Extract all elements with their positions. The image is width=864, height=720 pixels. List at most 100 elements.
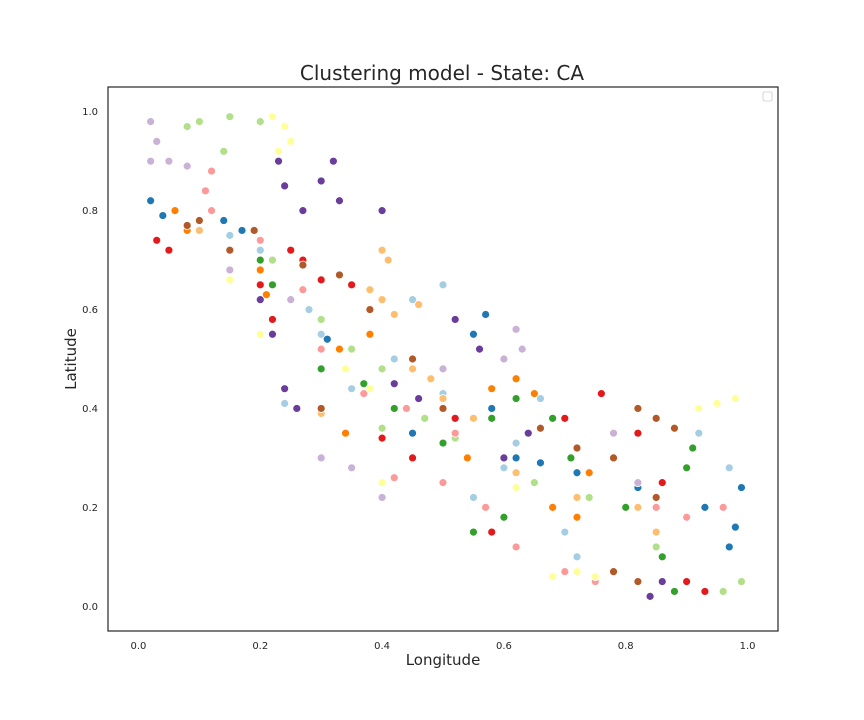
scatter-point [682, 512, 692, 522]
scatter-point [182, 161, 192, 171]
scatter-point [365, 285, 375, 295]
scatter-point [670, 423, 679, 433]
scatter-point [377, 423, 387, 433]
scatter-point [584, 493, 594, 502]
scatter-point [688, 443, 698, 453]
scatter-point [359, 389, 369, 399]
legend-box [762, 91, 773, 102]
scatter-point [596, 389, 606, 399]
scatter-point [286, 295, 296, 305]
y-tick-label: 0.4 [82, 404, 98, 415]
y-axis-label: Latitude [62, 328, 80, 390]
scatter-point [536, 423, 545, 433]
scatter-point [170, 206, 180, 216]
y-tick-label: 0.0 [82, 602, 98, 613]
x-tick-label: 0.2 [252, 641, 268, 652]
scatter-point [268, 280, 277, 290]
scatter-point [286, 136, 296, 146]
scatter-point [328, 156, 338, 166]
scatter-point [572, 468, 582, 478]
scatter-point [164, 156, 174, 166]
scatter-point [316, 344, 326, 354]
scatter-point [377, 493, 387, 502]
scatter-point [657, 577, 667, 586]
scatter-point [316, 453, 326, 463]
x-tick-label: 1.0 [740, 641, 756, 652]
x-tick-label: 0.4 [374, 641, 390, 652]
scatter-point [438, 438, 448, 448]
scatter-point [316, 404, 326, 413]
scatter-point [450, 428, 460, 438]
scatter-point [335, 344, 344, 354]
scatter-point [377, 433, 387, 443]
scatter-point [341, 428, 350, 438]
scatter-point [377, 245, 387, 255]
scatter-point [651, 413, 661, 423]
scatter-point [408, 428, 417, 438]
scatter-point [469, 413, 478, 423]
scatter-point [511, 438, 521, 448]
scatter-point [207, 166, 216, 176]
scatter-point [633, 577, 643, 586]
scatter-point [298, 206, 308, 216]
scatter-point [414, 394, 424, 403]
scatter-point [408, 453, 417, 463]
scatter-point [408, 295, 417, 305]
scatter-point [261, 290, 271, 300]
scatter-point [365, 384, 375, 394]
scatter-point [298, 260, 308, 270]
scatter-point [450, 413, 460, 423]
scatter-point [438, 478, 448, 488]
scatter-point [609, 428, 618, 438]
scatter-point [590, 572, 600, 581]
scatter-point [365, 329, 375, 339]
scatter-point [316, 275, 326, 285]
scatter-points [146, 112, 746, 601]
scatter-point [347, 280, 357, 290]
scatter-point [511, 394, 521, 403]
scatter-point [584, 468, 594, 478]
scatter-point [158, 211, 168, 220]
scatter-point [724, 463, 734, 473]
scatter-point [469, 527, 478, 537]
scatter-point [609, 567, 618, 577]
x-tick-label: 0.6 [496, 641, 512, 652]
scatter-point [548, 572, 558, 581]
scatter-point [651, 542, 661, 552]
scatter-point [420, 413, 430, 423]
scatter-point [152, 235, 162, 245]
scatter-point [225, 112, 235, 122]
scatter-point [383, 255, 393, 265]
scatter-point [621, 502, 631, 512]
scatter-point [438, 394, 448, 403]
x-axis-ticks: 0.0 0.2 0.4 0.6 0.8 1.0 [131, 641, 756, 652]
scatter-point [146, 156, 156, 166]
scatter-point [651, 493, 661, 502]
scatter-point [389, 379, 399, 389]
scatter-point [712, 399, 722, 408]
scatter-point [255, 295, 265, 305]
scatter-point [402, 404, 411, 413]
chart-title: Clustering model - State: CA [300, 61, 584, 85]
scatter-point [499, 453, 509, 463]
scatter-point [487, 384, 497, 394]
scatter-point [645, 591, 655, 601]
scatter-point [737, 577, 746, 586]
scatter-point [511, 483, 521, 492]
scatter-point [341, 364, 350, 374]
scatter-point [377, 364, 387, 374]
scatter-point [298, 285, 308, 295]
scatter-point [499, 463, 509, 473]
scatter-point [633, 404, 643, 413]
scatter-point [316, 315, 326, 324]
scatter-point [292, 404, 302, 413]
scatter-point [633, 478, 643, 488]
scatter-point [335, 270, 344, 280]
scatter-point [255, 235, 265, 245]
y-tick-label: 0.8 [82, 206, 98, 217]
scatter-point [438, 364, 448, 374]
scatter-point [225, 275, 235, 285]
scatter-point [286, 245, 296, 255]
scatter-point [737, 483, 746, 492]
y-tick-label: 0.6 [82, 305, 98, 316]
